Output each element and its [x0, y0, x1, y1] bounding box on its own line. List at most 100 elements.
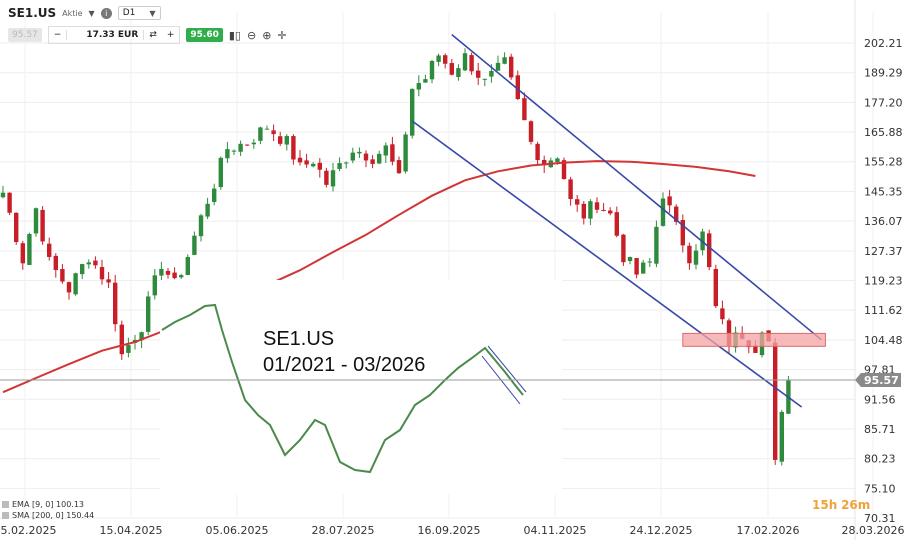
candles — [0, 48, 791, 466]
candle — [317, 158, 322, 178]
sell-price-button[interactable]: 95.57 — [8, 28, 42, 42]
candle-body — [396, 160, 402, 174]
candle-body — [773, 342, 778, 460]
candle — [198, 213, 204, 242]
candle-body — [344, 162, 349, 164]
candle — [311, 162, 316, 168]
candle — [390, 136, 395, 166]
info-icon[interactable]: i — [100, 7, 112, 19]
candle — [621, 233, 626, 266]
candle — [469, 52, 474, 75]
ema-toggle-icon[interactable] — [2, 501, 9, 508]
candle-body — [674, 206, 679, 222]
candle — [634, 258, 639, 279]
candle-body — [621, 234, 626, 263]
candle — [502, 52, 507, 65]
candle-body — [495, 62, 501, 71]
symbol-row: SE1.US Aktie ▼ i D1 ▼ — [8, 6, 161, 20]
candles-icon[interactable]: ▮▯ — [228, 28, 241, 42]
candle — [363, 150, 369, 168]
candle — [218, 156, 223, 190]
candle — [449, 59, 454, 76]
x-tick-label: 05.06.2025 — [206, 524, 269, 537]
candle — [80, 263, 85, 279]
candle-body — [713, 268, 718, 307]
candle-body — [330, 170, 336, 187]
sma-toggle-icon[interactable] — [2, 512, 9, 519]
candle — [423, 74, 428, 83]
candle — [330, 162, 336, 192]
quantity-plus-button[interactable]: + — [166, 30, 175, 40]
candle — [713, 264, 718, 309]
candle — [568, 176, 573, 206]
candle-body — [489, 70, 494, 77]
zoom-in-icon[interactable]: ⊕ — [262, 28, 272, 42]
y-tick-label: 155.28 — [864, 156, 903, 169]
candle-body — [555, 158, 560, 163]
quantity-value[interactable]: 17.33 EUR — [66, 30, 145, 40]
swap-icon[interactable]: ⇄ — [149, 30, 157, 40]
candle-body — [528, 121, 534, 142]
candle — [291, 134, 296, 165]
candle-body — [403, 134, 408, 172]
timeframe-value: D1 — [122, 8, 136, 18]
candle-body — [73, 273, 78, 295]
crosshair-icon[interactable]: ✛ — [277, 28, 287, 42]
candle-body — [119, 324, 124, 355]
symbol-dropdown-icon[interactable]: ▼ — [88, 8, 95, 18]
candle-body — [218, 157, 223, 188]
quantity-stepper[interactable]: − 17.33 EUR ⇄ + — [47, 26, 181, 44]
candle-body — [720, 308, 725, 320]
candle — [357, 147, 362, 158]
y-tick-label: 80.23 — [864, 453, 896, 466]
candle — [456, 64, 461, 81]
candle — [377, 150, 382, 165]
candle-body — [47, 243, 52, 257]
candle-body — [542, 159, 547, 166]
candle-body — [509, 56, 514, 78]
candle — [172, 267, 177, 280]
zoom-out-icon[interactable]: ⊖ — [246, 28, 257, 42]
candle-body — [641, 262, 646, 274]
candle — [674, 204, 679, 225]
candle-body — [535, 143, 540, 161]
candle — [608, 207, 613, 216]
candle-body — [0, 192, 6, 198]
symbol-label[interactable]: SE1.US — [8, 6, 57, 20]
candle — [601, 202, 606, 212]
candle-body — [146, 296, 151, 332]
candle-body — [271, 130, 276, 135]
candle-body — [27, 233, 32, 265]
candle-body — [482, 78, 487, 80]
x-tick-label: 28.03.2026 — [842, 524, 905, 537]
candle-body — [357, 151, 362, 154]
candle-body — [502, 57, 507, 64]
candle-body — [251, 142, 256, 145]
ema-legend[interactable]: EMA [9, 0] 100.13 — [2, 500, 84, 509]
candle-body — [423, 79, 428, 83]
candle-body — [106, 279, 111, 283]
candle — [225, 141, 230, 163]
candle — [179, 273, 184, 279]
buy-price-button[interactable]: 95.60 — [186, 28, 223, 42]
candle-body — [7, 192, 12, 213]
candle-body — [284, 136, 289, 145]
candle-body — [390, 144, 395, 162]
candle-body — [680, 219, 685, 246]
candle — [258, 126, 263, 145]
candle-body — [245, 144, 250, 146]
candle-body — [99, 267, 105, 280]
candle-body — [753, 345, 758, 353]
candle — [654, 220, 659, 268]
quantity-minus-button[interactable]: − — [53, 30, 62, 40]
candle — [436, 53, 441, 67]
sma-legend[interactable]: SMA [200, 0] 150.44 — [2, 511, 94, 520]
y-tick-label: 202.21 — [864, 37, 903, 50]
candle-body — [594, 202, 600, 210]
timeframe-select[interactable]: D1 ▼ — [117, 6, 161, 20]
candle-body — [370, 159, 375, 164]
candle — [627, 256, 633, 265]
candle-body — [317, 162, 322, 170]
candle — [773, 338, 778, 465]
